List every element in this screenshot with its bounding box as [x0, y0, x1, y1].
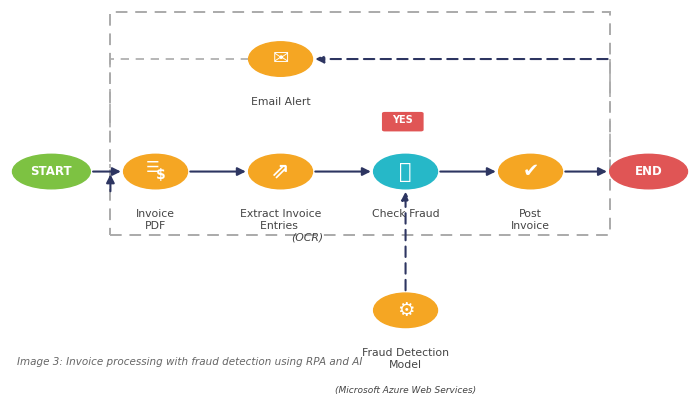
Text: ⚙: ⚙ [397, 301, 414, 320]
Text: ✔: ✔ [522, 162, 539, 181]
Circle shape [248, 42, 312, 76]
Text: Fraud Detection
Model: Fraud Detection Model [362, 348, 449, 370]
Text: Image 3: Invoice processing with fraud detection using RPA and AI: Image 3: Invoice processing with fraud d… [17, 356, 362, 367]
Text: $: $ [156, 168, 166, 182]
FancyBboxPatch shape [382, 112, 424, 131]
Text: ✉: ✉ [272, 50, 288, 69]
Text: Email Alert: Email Alert [251, 97, 310, 107]
Ellipse shape [610, 154, 687, 189]
Text: END: END [635, 165, 662, 178]
Circle shape [374, 293, 438, 327]
Text: ⌕: ⌕ [399, 162, 412, 181]
Text: ☰: ☰ [146, 160, 159, 175]
Text: Check Fraud: Check Fraud [372, 209, 440, 219]
Text: START: START [31, 165, 72, 178]
Text: YES: YES [393, 115, 413, 125]
Circle shape [498, 154, 563, 189]
Text: Post
Invoice: Post Invoice [511, 209, 550, 231]
Text: Invoice
PDF: Invoice PDF [136, 209, 175, 231]
Circle shape [248, 154, 312, 189]
Ellipse shape [13, 154, 90, 189]
Text: (OCR): (OCR) [291, 233, 323, 243]
Text: ⇗: ⇗ [271, 162, 290, 181]
Circle shape [374, 154, 438, 189]
Circle shape [124, 154, 188, 189]
Text: (Microsoft Azure Web Services): (Microsoft Azure Web Services) [335, 386, 476, 395]
Text: Extract Invoice
Entries: Extract Invoice Entries [240, 209, 321, 231]
